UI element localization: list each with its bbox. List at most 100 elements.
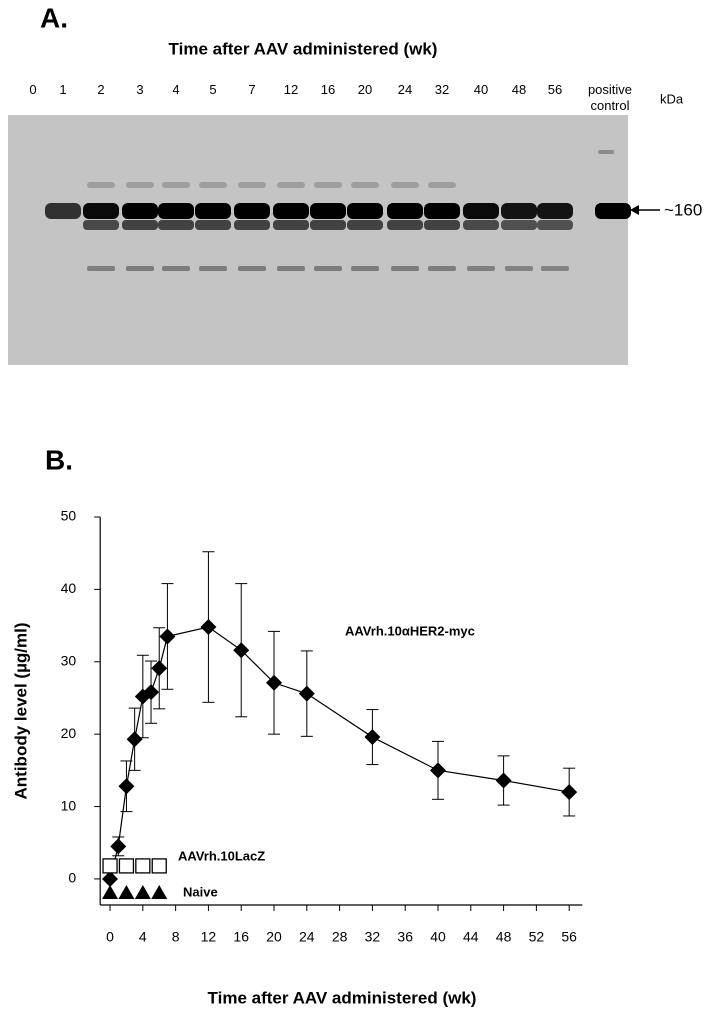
y-tick-label: 20 (61, 725, 77, 741)
y-tick-label: 40 (61, 580, 77, 596)
blot-title: Time after AAV administered (wk) (169, 39, 438, 58)
series-label: AAVrh.10αHER2-myc (345, 623, 475, 638)
blot-band (45, 203, 81, 219)
data-point (143, 684, 160, 701)
blot-band (537, 220, 573, 230)
x-tick-label: 32 (365, 929, 381, 945)
data-point (135, 858, 151, 874)
x-tick-label: 12 (201, 929, 217, 945)
bands (45, 150, 631, 271)
x-tick-label: 16 (233, 929, 249, 945)
blot-band (199, 266, 227, 271)
blot-band (505, 266, 533, 271)
blot-band (387, 220, 423, 230)
blot-band (351, 266, 379, 271)
blot-band (467, 266, 495, 271)
blot-band (87, 266, 115, 271)
blot-band (314, 266, 342, 271)
blot-band (126, 266, 154, 271)
lane-label: positive control (587, 82, 633, 113)
blot-band (391, 266, 419, 271)
lane-label: 5 (209, 82, 217, 97)
lane-label: 12 (283, 82, 299, 97)
blot-band (162, 182, 190, 188)
lane-label: 20 (357, 82, 373, 97)
arrow-head (630, 205, 639, 215)
panel-label: B. (45, 444, 73, 475)
blot-band (424, 203, 460, 219)
x-tick-label: 56 (561, 929, 577, 945)
y-axis-title: Antibody level (µg/ml) (11, 623, 30, 800)
data-point (118, 858, 135, 874)
x-tick-label: 44 (463, 929, 479, 945)
size-marker: ~160 (664, 200, 702, 219)
blot-band (463, 220, 499, 230)
panel-label: A. (40, 2, 68, 33)
blot-band (83, 220, 119, 230)
blot-band (195, 220, 231, 230)
data-point (266, 674, 283, 691)
blot-band (428, 182, 456, 188)
blot-band (83, 203, 119, 219)
blot-band (238, 266, 266, 271)
lane-label: 32 (434, 82, 450, 97)
x-tick-label: 40 (430, 929, 446, 945)
data-point (118, 778, 135, 795)
blot-band (424, 220, 460, 230)
lane-label: 40 (473, 82, 489, 97)
blot-band (234, 203, 270, 219)
blot-band (310, 203, 346, 219)
blot-band (351, 182, 379, 188)
x-tick-label: 0 (106, 929, 114, 945)
x-tick-label: 28 (332, 929, 348, 945)
blot-band (273, 203, 309, 219)
blot-band (122, 203, 158, 219)
x-tick-label: 52 (529, 929, 545, 945)
data-point (151, 884, 168, 899)
series-label: AAVrh.10LacZ (178, 848, 265, 863)
lane-label: 48 (511, 82, 527, 97)
blot-band (387, 203, 423, 219)
blot (8, 115, 628, 365)
x-tick-label: 24 (299, 929, 315, 945)
data-point (102, 870, 119, 887)
x-tick-label: 8 (172, 929, 180, 945)
lane-label: 4 (172, 82, 180, 97)
blot-band (158, 220, 194, 230)
data-point (200, 619, 217, 636)
lane-label: 56 (547, 82, 563, 97)
blot-band (501, 220, 537, 230)
y-tick-label: 0 (68, 870, 76, 886)
data-point (298, 685, 315, 702)
blot-band (347, 220, 383, 230)
lane-label: 16 (320, 82, 336, 97)
blot-band (126, 182, 154, 188)
x-tick-label: 48 (496, 929, 512, 945)
data-point (429, 762, 446, 779)
blot-band (277, 182, 305, 188)
y-tick-label: 50 (61, 508, 77, 524)
data-point (151, 660, 168, 677)
y-tick-label: 30 (61, 652, 77, 668)
data-point (159, 628, 176, 645)
unit-label: kDa (660, 91, 684, 106)
lane-label: 7 (248, 82, 256, 97)
blot-band (541, 266, 569, 271)
data-point (110, 838, 127, 855)
x-tick-label: 36 (397, 929, 413, 945)
data-point (118, 884, 135, 899)
lane-label: 0 (29, 82, 37, 97)
data-point (102, 858, 118, 874)
data-point (364, 729, 381, 746)
y-tick-label: 10 (61, 797, 77, 813)
series-label: Naive (183, 884, 218, 899)
data-point (134, 884, 151, 899)
data-point (102, 884, 119, 899)
blot-band (347, 203, 383, 219)
blot-band (273, 220, 309, 230)
blot-band (162, 266, 190, 271)
blot-band (277, 266, 305, 271)
data-point (233, 642, 250, 659)
blot-band (537, 203, 573, 219)
series-line (109, 626, 570, 880)
